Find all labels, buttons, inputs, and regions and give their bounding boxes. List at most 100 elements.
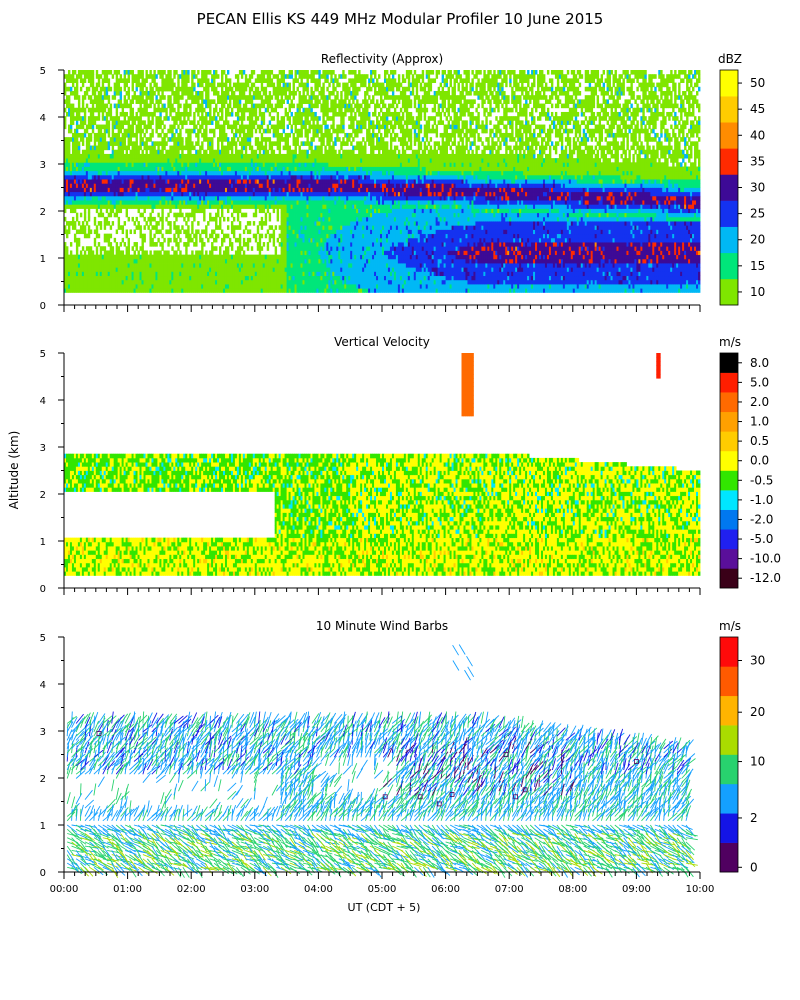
- heatmap-cell: [257, 87, 259, 92]
- heatmap-cell: [128, 250, 130, 255]
- heatmap-cell: [213, 133, 215, 138]
- heatmap-cell: [94, 217, 96, 222]
- heatmap-cell: [207, 221, 209, 226]
- heatmap-cell: [151, 120, 153, 125]
- heatmap-cell: [243, 229, 245, 234]
- heatmap-cell: [88, 225, 90, 230]
- heatmap-cell: [175, 70, 177, 75]
- heatmap-cell: [261, 83, 263, 88]
- heatmap-cell: [283, 99, 285, 104]
- heatmap-cell: [128, 242, 130, 247]
- heatmap-cell: [227, 120, 229, 125]
- heatmap-cell: [100, 225, 102, 230]
- heatmap-cell: [271, 104, 273, 109]
- heatmap-cell: [225, 133, 227, 138]
- heatmap-cell: [211, 242, 213, 247]
- heatmap-cell: [283, 78, 285, 83]
- heatmap-cell: [149, 213, 151, 218]
- heatmap-cell: [145, 150, 147, 155]
- heatmap-cell: [159, 112, 161, 117]
- heatmap-cell: [229, 78, 231, 83]
- heatmap-cell: [171, 129, 173, 134]
- heatmap-cell: [211, 234, 213, 239]
- heatmap-cell: [108, 146, 110, 151]
- heatmap-cell: [223, 217, 225, 222]
- heatmap-cell: [175, 238, 177, 243]
- heatmap-cell: [96, 246, 98, 251]
- heatmap-cell: [205, 234, 207, 239]
- heatmap-cell: [233, 137, 235, 142]
- heatmap-cell: [299, 108, 301, 113]
- heatmap-cell: [130, 137, 132, 142]
- heatmap-cell: [255, 213, 257, 218]
- heatmap-cell: [70, 129, 72, 134]
- heatmap-cell: [301, 129, 303, 134]
- heatmap-cell: [193, 116, 195, 121]
- heatmap-cell: [265, 91, 267, 96]
- heatmap-cell: [201, 141, 203, 146]
- heatmap-cell: [269, 213, 271, 218]
- heatmap-cell: [231, 108, 233, 113]
- heatmap-cell: [201, 91, 203, 96]
- heatmap-cell: [165, 133, 167, 138]
- heatmap-cell: [88, 234, 90, 239]
- heatmap-cell: [185, 83, 187, 88]
- heatmap-cell: [124, 221, 126, 226]
- heatmap-cell: [177, 91, 179, 96]
- heatmap-cell: [82, 137, 84, 142]
- heatmap-cell: [215, 116, 217, 121]
- heatmap-cell: [183, 217, 185, 222]
- heatmap-cell: [223, 125, 225, 130]
- heatmap-cell: [263, 74, 265, 79]
- heatmap-cell: [149, 70, 151, 75]
- heatmap-cell: [159, 125, 161, 130]
- heatmap-cell: [215, 70, 217, 75]
- heatmap-cell: [267, 208, 269, 213]
- heatmap-cell: [255, 129, 257, 134]
- heatmap-cell: [161, 225, 163, 230]
- heatmap-cell: [239, 238, 241, 243]
- heatmap-cell: [201, 246, 203, 251]
- heatmap-cell: [191, 78, 193, 83]
- heatmap-cell: [217, 234, 219, 239]
- heatmap-cell: [253, 83, 255, 88]
- heatmap-cell: [251, 99, 253, 104]
- heatmap-cell: [110, 70, 112, 75]
- heatmap-cell: [106, 91, 108, 96]
- heatmap-cell: [187, 74, 189, 79]
- heatmap-cell: [283, 125, 285, 130]
- heatmap-cell: [159, 99, 161, 104]
- heatmap-cell: [289, 146, 291, 151]
- heatmap-cell: [140, 125, 142, 130]
- heatmap-cell: [144, 83, 146, 88]
- heatmap-cell: [167, 213, 169, 218]
- heatmap-cell: [88, 217, 90, 222]
- heatmap-cell: [76, 87, 78, 92]
- heatmap-cell: [177, 108, 179, 113]
- heatmap-cell: [106, 208, 108, 213]
- heatmap-cell: [88, 87, 90, 92]
- heatmap-cell: [227, 208, 229, 213]
- heatmap-cell: [275, 250, 277, 255]
- heatmap-cell: [161, 242, 163, 247]
- heatmap-cell: [297, 137, 299, 142]
- heatmap-cell: [203, 208, 205, 213]
- heatmap-cell: [110, 242, 112, 247]
- heatmap-cell: [100, 221, 102, 226]
- heatmap-cell: [94, 242, 96, 247]
- heatmap-cell: [120, 242, 122, 247]
- heatmap-cell: [221, 116, 223, 121]
- heatmap-cell: [181, 125, 183, 130]
- heatmap-cell: [243, 112, 245, 117]
- heatmap-cell: [82, 221, 84, 226]
- heatmap-cell: [144, 238, 146, 243]
- heatmap-cell: [191, 238, 193, 243]
- heatmap-cell: [255, 238, 257, 243]
- heatmap-cell: [297, 141, 299, 146]
- heatmap-cell: [104, 137, 106, 142]
- heatmap-cell: [215, 108, 217, 113]
- heatmap-cell: [261, 246, 263, 251]
- heatmap-cell: [165, 108, 167, 113]
- heatmap-cell: [263, 116, 265, 121]
- heatmap-cell: [132, 70, 134, 75]
